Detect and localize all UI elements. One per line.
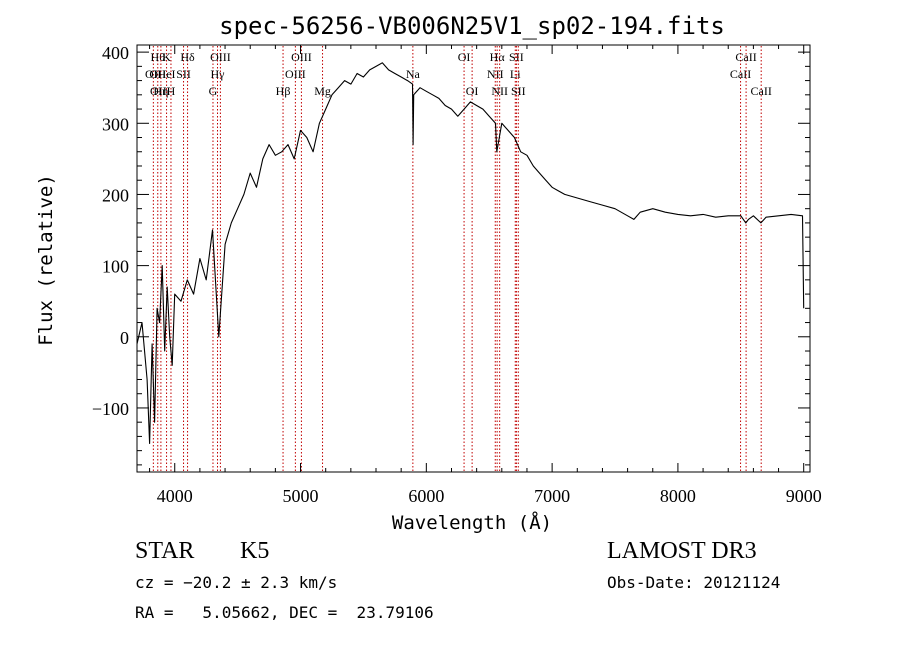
line-marker-label: Li	[510, 67, 521, 81]
x-tick-label: 6000	[408, 486, 444, 506]
line-marker-label: SII	[511, 84, 526, 98]
y-tick-label: 200	[102, 185, 129, 205]
spectral-line-markers: OIIHθOIIOIIHηKHeIHSIIHδGHγOIIIHβOIIIOIII…	[145, 46, 772, 471]
chart-title: spec-56256-VB006N25V1_sp02-194.fits	[219, 12, 725, 40]
line-marker-label: K	[162, 50, 171, 64]
spectrum-line	[136, 62, 805, 445]
y-tick-label: 100	[102, 257, 129, 277]
y-tick-label: 300	[102, 114, 129, 134]
line-marker-label: OIII	[285, 67, 306, 81]
line-marker-label: NII	[487, 67, 504, 81]
line-marker-label: CaII	[751, 84, 772, 98]
object-subclass: K5	[240, 538, 270, 564]
x-tick-label: 4000	[157, 486, 193, 506]
object-class: STAR	[135, 538, 195, 564]
line-marker-label: OI	[458, 50, 471, 64]
observation-date: Obs-Date: 20121124	[607, 573, 781, 592]
y-tick-label: 400	[102, 43, 129, 63]
line-marker-label: Hθ	[151, 50, 166, 64]
x-axis-ticks: 4000 5000 6000 7000 8000 9000	[149, 45, 822, 506]
coordinates: RA = 5.05662, DEC = 23.79106	[135, 603, 434, 622]
line-marker-label: G	[209, 84, 218, 98]
line-marker-label: SII	[509, 50, 524, 64]
line-marker-label: SII	[176, 67, 191, 81]
line-marker-label: NII	[491, 84, 508, 98]
x-tick-label: 7000	[534, 486, 570, 506]
line-marker-label: Hα	[490, 50, 506, 64]
line-marker-label: Hη	[153, 84, 168, 98]
line-marker-label: H	[167, 84, 176, 98]
line-marker-label: Mg	[314, 84, 331, 98]
y-axis-label: Flux (relative)	[35, 174, 57, 346]
line-marker-label: HeI	[158, 67, 176, 81]
line-marker-label: Na	[406, 67, 421, 81]
plot-frame	[136, 44, 811, 473]
line-marker-label: OIII	[291, 50, 312, 64]
x-tick-label: 5000	[283, 486, 319, 506]
x-tick-label: 8000	[660, 486, 696, 506]
x-axis-label: Wavelength (Å)	[392, 511, 552, 534]
x-tick-label: 9000	[786, 486, 822, 506]
y-axis-ticks: −100 0 100 200 300 400	[92, 43, 810, 466]
line-marker-label: Hδ	[180, 50, 195, 64]
line-marker-label: OIII	[210, 50, 231, 64]
survey-name: LAMOST DR3	[607, 538, 757, 564]
line-marker-label: OI	[466, 84, 479, 98]
y-tick-label: −100	[92, 399, 129, 419]
line-marker-label: Hβ	[276, 84, 291, 98]
line-marker-label: Hγ	[211, 67, 226, 81]
line-marker-label: OII	[150, 84, 167, 98]
y-tick-label: 0	[120, 328, 129, 348]
line-marker-label: CaII	[735, 50, 756, 64]
line-marker-label: CaII	[730, 67, 751, 81]
redshift-velocity: cz = −20.2 ± 2.3 km/s	[135, 573, 338, 592]
line-marker-label: OII	[149, 67, 166, 81]
